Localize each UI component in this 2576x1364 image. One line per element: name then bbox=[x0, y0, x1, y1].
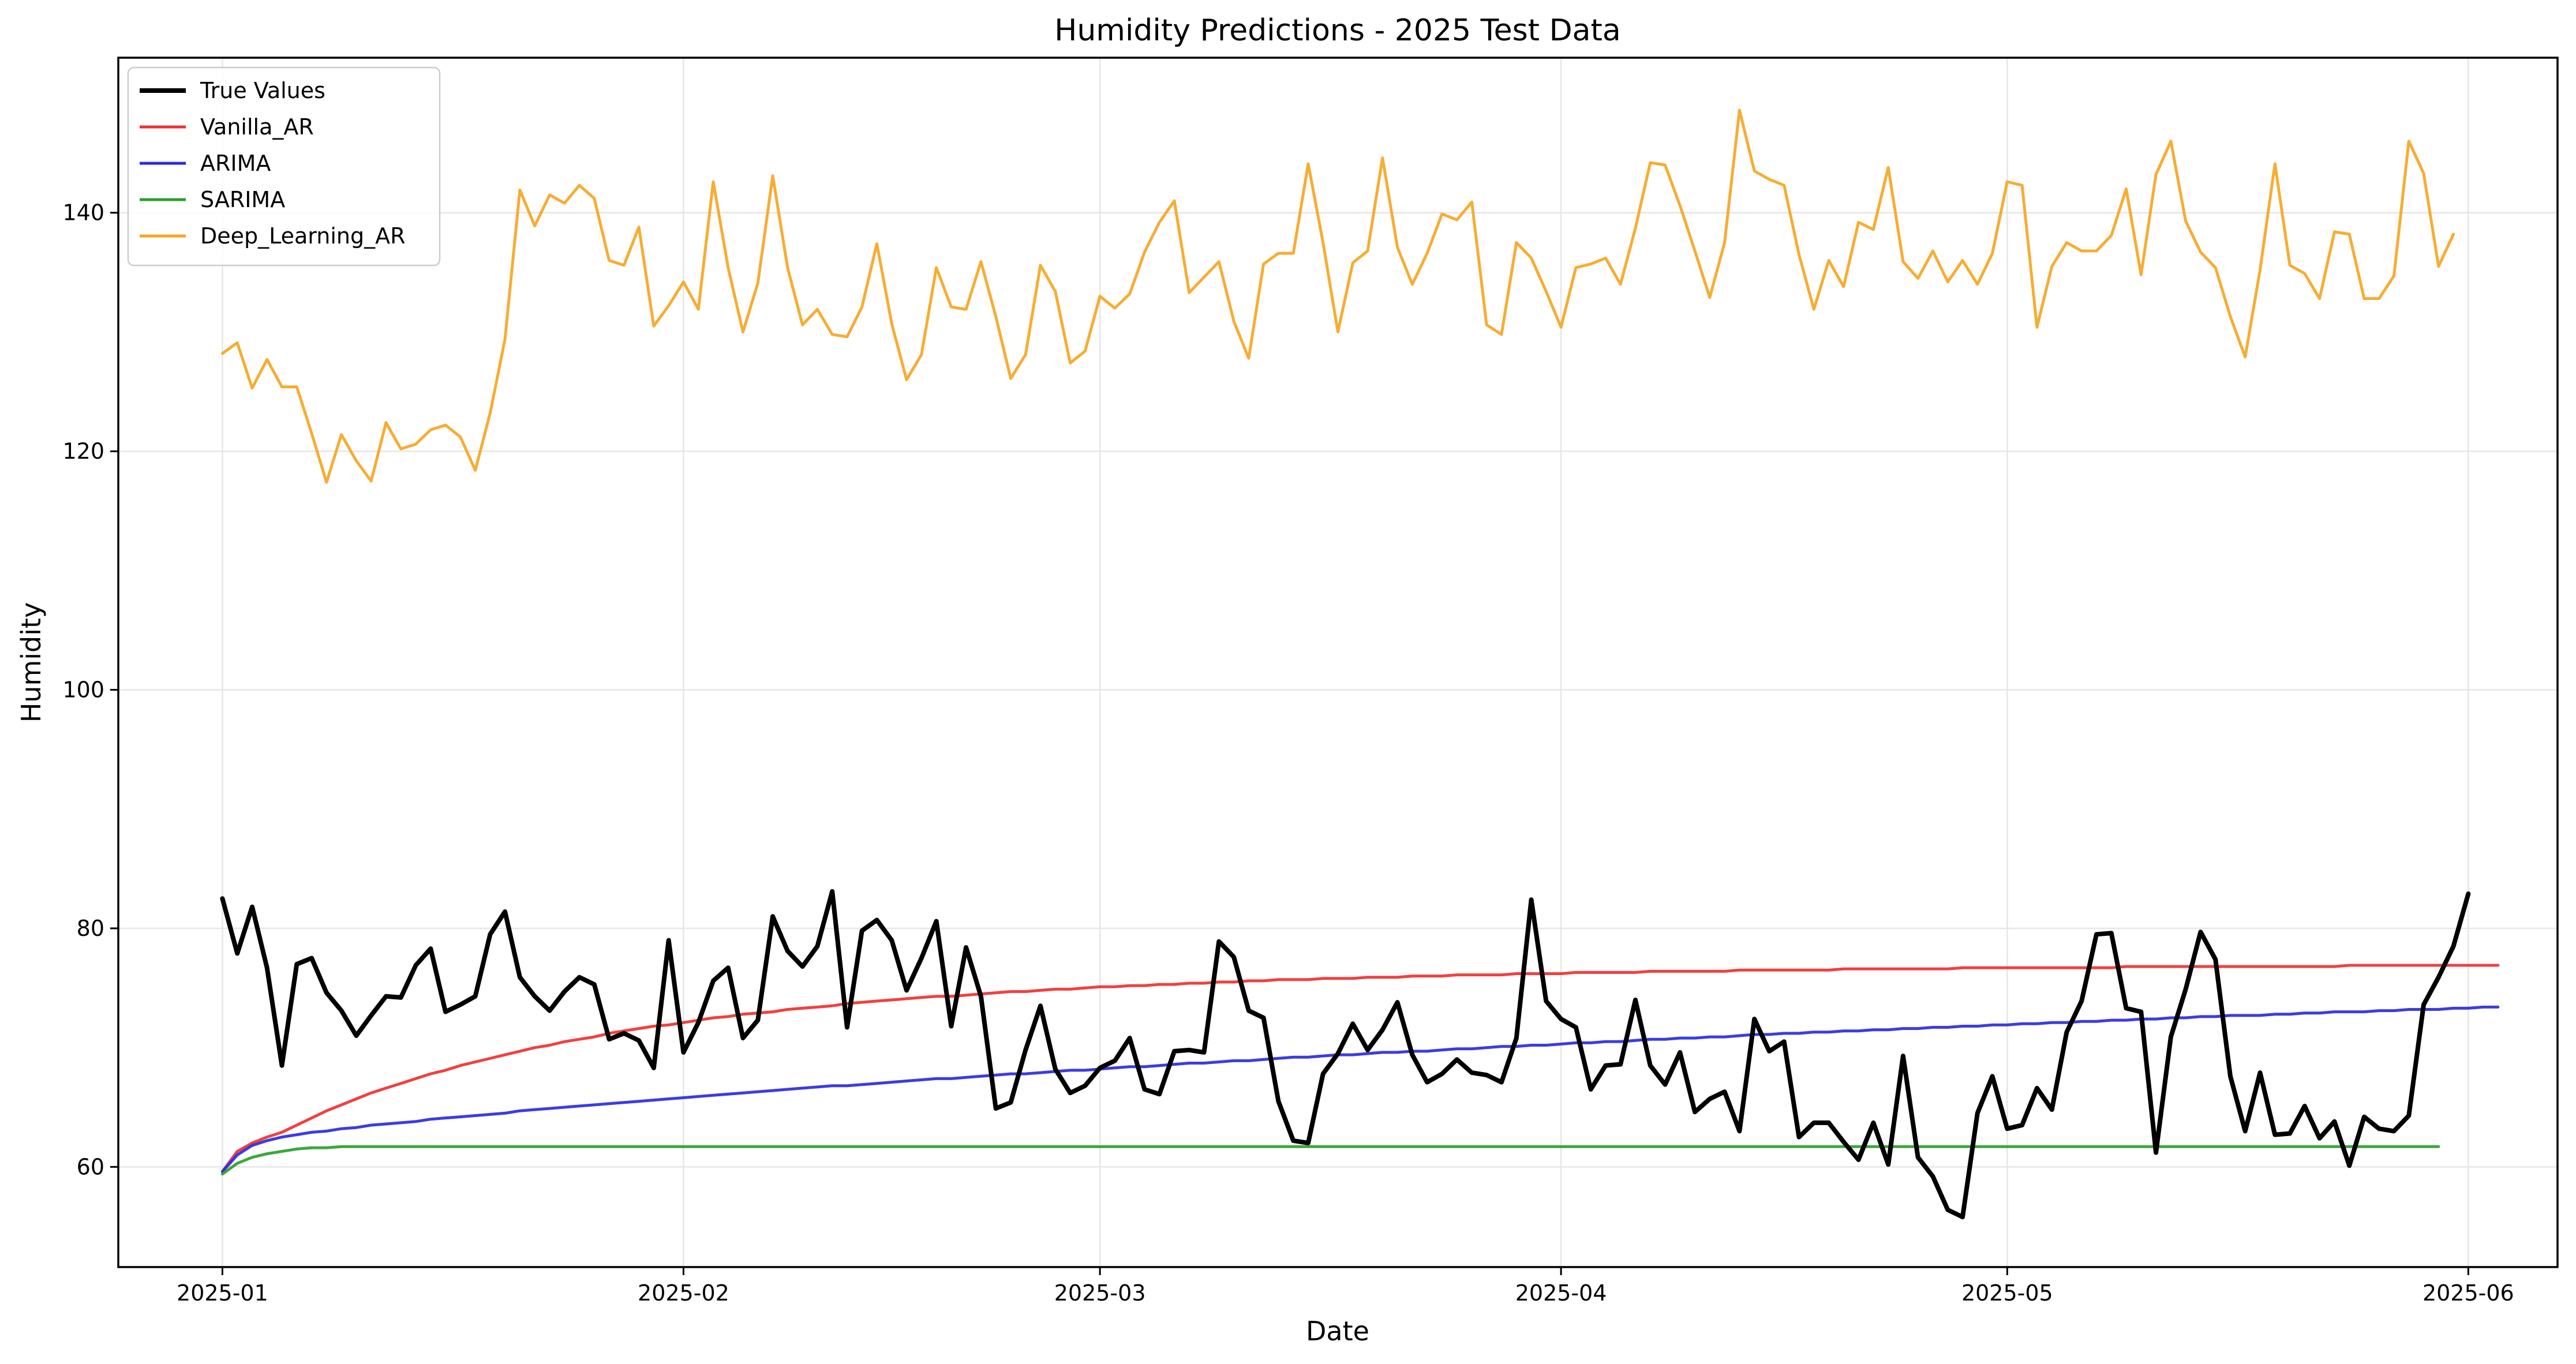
legend-label: SARIMA bbox=[200, 187, 285, 212]
y-tick-label: 120 bbox=[62, 439, 104, 464]
series-line-sarima bbox=[220, 1145, 2440, 1176]
series-line-true-values bbox=[220, 889, 2471, 1220]
legend: True Values Vanilla_AR ARIMA SARIMA Deep_Lea… bbox=[127, 66, 441, 267]
x-axis: 2025-01 2025-02 2025-03 2025-04 2025-05 2025-… bbox=[177, 1267, 2514, 1306]
legend-label: True Values bbox=[200, 78, 325, 103]
y-axis: 60 80 100 120 140 bbox=[62, 200, 118, 1179]
y-tick-label: 140 bbox=[62, 200, 104, 226]
legend-box bbox=[127, 66, 441, 267]
plot-frame bbox=[117, 57, 2559, 1268]
y-axis-label: Humidity bbox=[16, 602, 47, 723]
x-axis-label: Date bbox=[1306, 1316, 1369, 1347]
series-lines bbox=[220, 108, 2500, 1220]
x-tick-label: 2025-01 bbox=[177, 1280, 268, 1306]
legend-label: Vanilla_AR bbox=[200, 114, 314, 140]
legend-label: ARIMA bbox=[200, 151, 271, 176]
series-line-arima bbox=[220, 1005, 2500, 1174]
y-tick-label: 80 bbox=[77, 916, 104, 941]
y-tick-label: 60 bbox=[77, 1154, 104, 1179]
x-tick-label: 2025-05 bbox=[1961, 1280, 2053, 1306]
y-tick-label: 100 bbox=[62, 677, 104, 703]
x-tick-label: 2025-04 bbox=[1515, 1280, 1607, 1306]
legend-label: Deep_Learning_AR bbox=[200, 223, 406, 249]
series-line-deep-learning-ar bbox=[220, 108, 2455, 484]
chart-title: Humidity Predictions - 2025 Test Data bbox=[1054, 13, 1621, 48]
x-tick-label: 2025-06 bbox=[2423, 1280, 2514, 1306]
x-tick-label: 2025-03 bbox=[1054, 1280, 1146, 1306]
x-tick-label: 2025-02 bbox=[638, 1280, 729, 1306]
